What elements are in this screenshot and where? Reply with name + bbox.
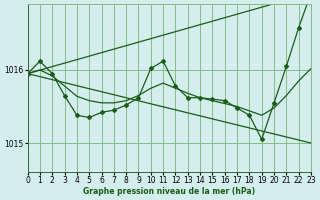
X-axis label: Graphe pression niveau de la mer (hPa): Graphe pression niveau de la mer (hPa) bbox=[83, 187, 255, 196]
